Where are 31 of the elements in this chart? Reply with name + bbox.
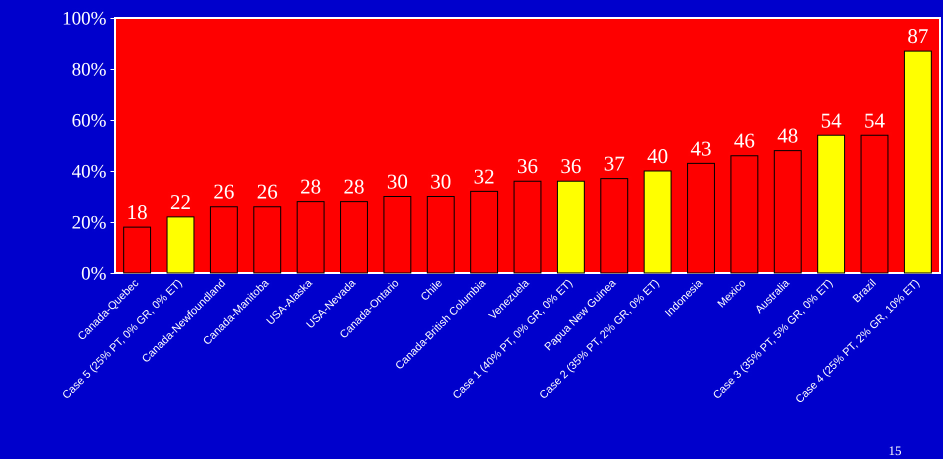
data-label: 37 [604, 152, 625, 176]
data-label: 46 [734, 128, 755, 153]
data-label: 28 [300, 174, 322, 199]
y-tick-label: 100% [62, 8, 107, 30]
data-label: 32 [474, 164, 495, 188]
data-label: 36 [517, 154, 538, 178]
data-label: 26 [256, 180, 278, 204]
y-tick-label: 40% [72, 162, 107, 182]
text: 15 [888, 443, 902, 458]
data-label: 36 [560, 154, 582, 178]
bar [644, 170, 672, 274]
y-tick-label: 60% [72, 110, 107, 132]
bar [166, 216, 194, 274]
bar [556, 180, 585, 274]
data-label: 30 [430, 170, 452, 194]
data-label: 18 [126, 200, 148, 224]
data-label: 54 [864, 108, 886, 132]
data-label: 43 [690, 136, 712, 160]
bar [817, 134, 846, 274]
data-label: 26 [213, 180, 234, 204]
bar [904, 50, 932, 274]
y-tick-label: 20% [72, 212, 107, 234]
data-label: 54 [820, 108, 842, 132]
y-tick-label: 80% [72, 60, 107, 80]
data-label: 30 [386, 170, 408, 194]
data-label: 40 [647, 144, 668, 168]
data-label: 87 [907, 24, 928, 48]
y-tick-label: 0% [81, 264, 107, 284]
data-label: 22 [170, 190, 191, 214]
data-label: 48 [777, 124, 798, 148]
data-label: 28 [344, 174, 364, 199]
